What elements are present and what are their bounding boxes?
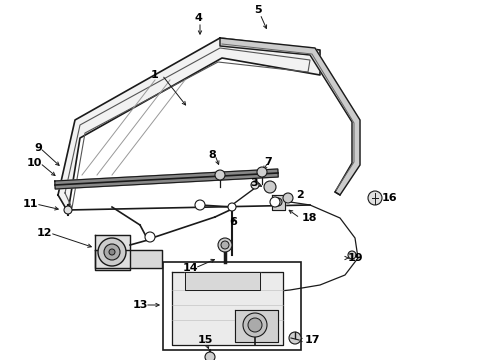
Polygon shape [55, 169, 278, 189]
Text: 5: 5 [254, 5, 262, 15]
Circle shape [283, 193, 293, 203]
Text: 9: 9 [34, 143, 42, 153]
Text: 15: 15 [197, 335, 213, 345]
Circle shape [145, 232, 155, 242]
Polygon shape [272, 195, 285, 210]
Circle shape [104, 244, 120, 260]
Circle shape [368, 191, 382, 205]
Circle shape [243, 313, 267, 337]
Text: 3: 3 [250, 178, 258, 188]
Text: 6: 6 [229, 217, 237, 227]
Polygon shape [185, 272, 260, 290]
Circle shape [248, 318, 262, 332]
Circle shape [251, 181, 259, 189]
Polygon shape [235, 310, 278, 342]
Polygon shape [95, 250, 162, 268]
Text: 14: 14 [182, 263, 198, 273]
Text: 2: 2 [296, 190, 304, 200]
Circle shape [257, 167, 267, 177]
Circle shape [64, 206, 72, 214]
Polygon shape [95, 235, 130, 270]
Circle shape [98, 238, 126, 266]
Circle shape [215, 170, 225, 180]
Polygon shape [220, 38, 360, 195]
Circle shape [109, 249, 115, 255]
Circle shape [205, 352, 215, 360]
Text: 10: 10 [26, 158, 42, 168]
Circle shape [221, 241, 229, 249]
Text: 19: 19 [348, 253, 364, 263]
Text: 8: 8 [208, 150, 216, 160]
Text: 7: 7 [264, 157, 272, 167]
Text: 18: 18 [302, 213, 318, 223]
Circle shape [289, 332, 301, 344]
Text: 12: 12 [36, 228, 52, 238]
Polygon shape [58, 38, 320, 212]
Text: 16: 16 [382, 193, 397, 203]
Circle shape [348, 251, 356, 259]
Circle shape [274, 198, 282, 206]
Circle shape [264, 181, 276, 193]
Text: 17: 17 [305, 335, 320, 345]
Circle shape [270, 197, 280, 207]
Circle shape [218, 238, 232, 252]
Text: 11: 11 [23, 199, 38, 209]
Text: 1: 1 [151, 70, 159, 80]
Text: 13: 13 [133, 300, 148, 310]
Text: 4: 4 [194, 13, 202, 23]
Polygon shape [172, 272, 283, 345]
Circle shape [195, 200, 205, 210]
Circle shape [228, 203, 236, 211]
